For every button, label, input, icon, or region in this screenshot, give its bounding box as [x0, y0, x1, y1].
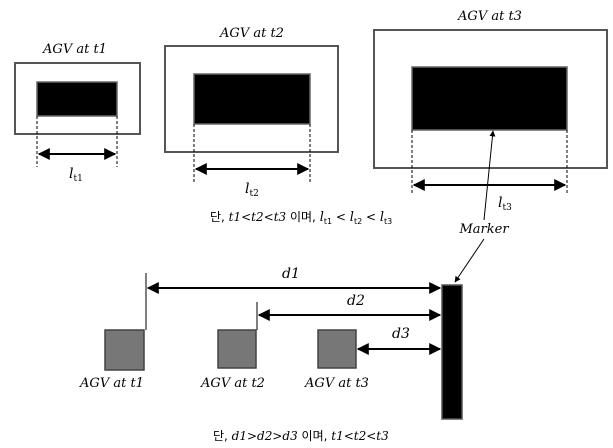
agv-t2: AGV at t2: [200, 329, 265, 391]
agv-t1: AGV at t1: [79, 329, 145, 391]
marker-pointer-down: [454, 238, 485, 283]
agv-block-t1: [104, 329, 145, 371]
marker-image-t1: [36, 81, 118, 117]
agv-block-t2: [217, 329, 257, 369]
length-label-t3: lt3: [498, 195, 512, 213]
frame-caption-t2: AGV at t2: [219, 26, 284, 41]
frame-caption-t1: AGV at t1: [42, 42, 107, 57]
marker-pointer-up: [483, 130, 496, 221]
camera-frame-t3: AGV at t3 lt3: [373, 9, 608, 213]
camera-frame-t2: AGV at t2 lt2: [164, 26, 339, 199]
distance-label-d2: d2: [347, 293, 365, 309]
agv-t3: AGV at t3: [304, 329, 369, 391]
distance-label-d3: d3: [392, 326, 410, 342]
distance-d2: d2: [256, 293, 442, 330]
agv-caption-t1: AGV at t1: [79, 376, 144, 391]
distance-label-d1: d1: [282, 266, 300, 282]
distance-d3: d3: [356, 326, 442, 355]
top-panel: AGV at t1 lt1 AGV at t2 lt2 AGV at t3: [14, 9, 608, 283]
camera-frame-t1: AGV at t1 lt1: [14, 42, 141, 184]
agv-caption-t3: AGV at t3: [304, 376, 369, 391]
bottom-panel: d1 d2 d3 AGV at t1 AGV at t2 AGV at t3: [79, 266, 463, 443]
marker-image-t3: [411, 66, 568, 131]
agv-caption-t2: AGV at t2: [200, 376, 265, 391]
length-label-t1: lt1: [69, 166, 83, 184]
marker-image-t2: [193, 73, 311, 125]
length-label-t2: lt2: [245, 181, 259, 199]
frame-caption-t3: AGV at t3: [457, 9, 522, 24]
marker-post: [441, 284, 463, 420]
marker-label: Marker: [458, 222, 509, 237]
distance-d1: d1: [145, 266, 442, 330]
bottom-condition-text: 단, d1>d2>d3 이며, t1<t2<t3: [213, 429, 389, 443]
top-condition-text: 단, t1<t2<t3 이며, lt1 < lt2 < lt3: [210, 210, 392, 226]
agv-block-t3: [317, 329, 357, 369]
